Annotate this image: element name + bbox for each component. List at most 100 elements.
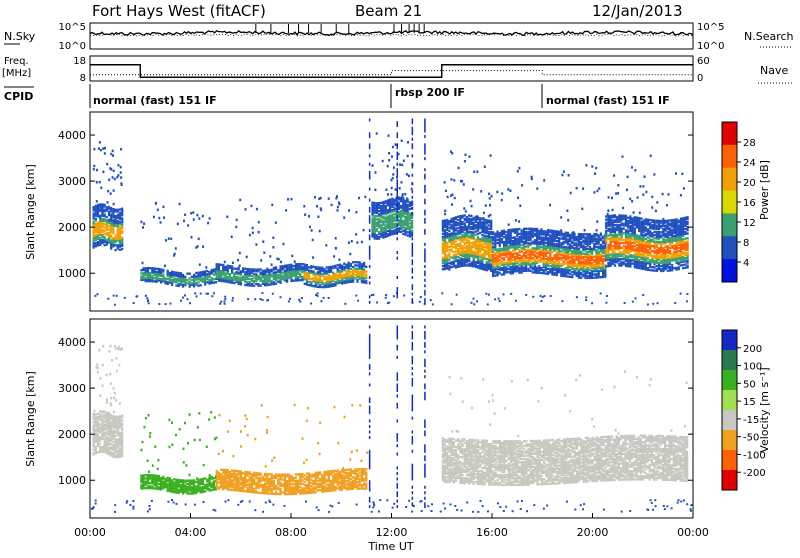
power-cell — [614, 224, 616, 226]
power-scatter — [536, 187, 538, 190]
power-cell — [629, 254, 631, 256]
power-cell — [610, 237, 612, 239]
power-cell — [459, 236, 461, 238]
power-cell — [345, 270, 347, 272]
power-scatter — [260, 259, 262, 262]
power-cell — [536, 255, 538, 257]
power-scatter — [338, 259, 340, 262]
power-cell — [521, 247, 523, 249]
power-cell — [593, 233, 595, 235]
power-cell — [475, 230, 477, 232]
power-scatter — [617, 192, 619, 195]
power-cell — [240, 270, 242, 272]
power-scatter — [299, 265, 301, 268]
power-cell — [538, 251, 540, 253]
power-cell — [647, 257, 649, 259]
power-scatter — [102, 171, 104, 174]
noise-sky-line — [90, 31, 693, 36]
power-scatter — [376, 132, 378, 135]
power-cell — [582, 240, 584, 242]
power-cell — [457, 248, 459, 250]
power-scatter — [113, 170, 115, 173]
power-cell — [468, 218, 470, 220]
power-cell — [591, 248, 593, 250]
power-cell — [486, 258, 488, 260]
power-cell — [556, 243, 558, 245]
power-streak-3 — [424, 293, 426, 296]
power-cell — [213, 269, 215, 271]
power-cell — [562, 260, 564, 262]
power-scatter — [104, 147, 106, 150]
power-scatter — [611, 197, 613, 200]
power-cell — [621, 242, 623, 244]
power-cell — [540, 236, 542, 238]
power-cell — [374, 202, 376, 204]
velocity-cell — [93, 452, 95, 454]
power-scatter — [116, 176, 118, 179]
power-cell — [593, 273, 595, 275]
power-scatter — [388, 152, 390, 155]
power-scatter — [390, 179, 392, 182]
velocity-cell — [97, 433, 99, 435]
power-cell — [662, 247, 664, 249]
power-cell — [200, 284, 202, 286]
power-cell — [108, 228, 110, 230]
power-cell — [202, 277, 204, 279]
power-cell — [640, 221, 642, 223]
velocity-cell — [101, 410, 103, 412]
power-cell — [382, 220, 384, 222]
power-streak-3 — [424, 146, 426, 149]
power-colorbar-swatch-0 — [722, 122, 737, 145]
power-ground — [624, 302, 626, 304]
power-cell — [262, 279, 264, 281]
power-cell — [481, 253, 483, 255]
power-cell — [612, 248, 614, 250]
power-scatter — [93, 168, 95, 171]
velocity-cell — [95, 413, 97, 415]
power-ground — [220, 301, 222, 303]
power-cell — [643, 244, 645, 246]
power-cell — [684, 231, 686, 233]
power-colorbar-tick-label-5: 8 — [743, 238, 749, 249]
power-cell — [527, 242, 529, 244]
power-cell — [391, 214, 393, 216]
power-cell — [621, 261, 623, 263]
power-cell — [660, 241, 662, 243]
power-scatter — [543, 179, 545, 182]
power-ground — [254, 298, 256, 300]
power-scatter — [403, 160, 405, 163]
power-scatter — [319, 230, 321, 233]
power-ground — [357, 300, 359, 302]
power-cell — [453, 217, 455, 219]
power-cell — [490, 231, 492, 233]
power-ground — [113, 295, 115, 297]
power-cell — [629, 225, 631, 227]
power-cell — [580, 272, 582, 274]
power-cell — [658, 255, 660, 257]
power-scatter — [668, 193, 670, 196]
power-ground — [323, 297, 325, 299]
power-cell — [623, 261, 625, 263]
power-ground — [194, 292, 196, 294]
power-cell — [554, 243, 556, 245]
power-cell — [477, 221, 479, 223]
power-cell — [625, 255, 627, 257]
power-cell — [492, 231, 494, 233]
power-cell — [319, 267, 321, 269]
power-cell — [567, 232, 569, 234]
power-scatter — [280, 261, 282, 264]
power-cell — [545, 258, 547, 260]
power-streak-1 — [397, 135, 399, 138]
power-cell — [197, 285, 199, 287]
power-cell — [587, 267, 589, 269]
power-scatter — [109, 167, 111, 170]
power-cell — [486, 250, 488, 252]
power-cell — [684, 252, 686, 254]
power-cell — [587, 233, 589, 235]
power-cell — [117, 244, 119, 246]
power-cell — [404, 227, 406, 229]
power-cell — [404, 216, 406, 218]
power-cell — [142, 272, 144, 274]
power-cell — [97, 204, 99, 206]
power-scatter — [392, 173, 394, 176]
